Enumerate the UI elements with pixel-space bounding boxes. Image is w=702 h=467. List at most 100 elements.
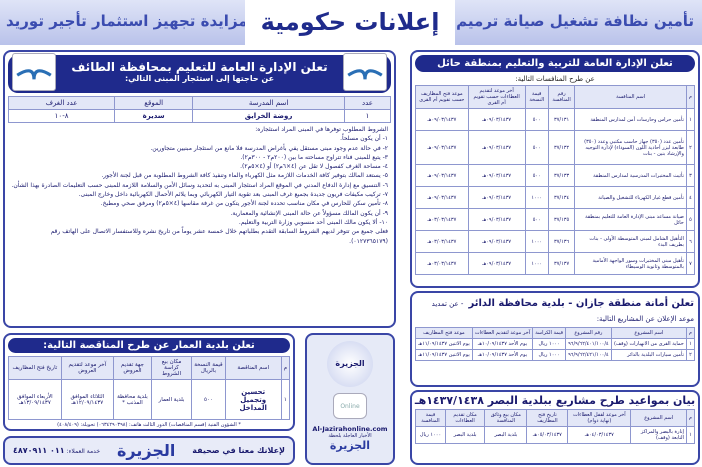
table-cell: ٠٥/٠٣/١٤٣٧هـ [526, 426, 569, 444]
table-header-cell: اسم المناقصة [224, 356, 282, 380]
table-row: ١ تحسين وتجميل المداخل ٥٠٠ بلدية العمار بلدي… [8, 379, 291, 420]
table-header-cell: م [685, 85, 696, 109]
table-cell: ١٠٠٠ [524, 230, 549, 253]
table-cell: يوم الاثنين ١١/٠٩/١٤٣٧هـ [415, 349, 473, 361]
table-cell: ٠٩/٠٣/١٤٣٧هـ [415, 164, 469, 187]
table-cell: ٠٩/٠٣/١٤٣٧هـ [467, 130, 526, 165]
jazan-title: تعلن أمانة منطقة جازان - بلدية محافظة ال… [468, 298, 694, 309]
table-cell: ٠٩/٠٣/١٤٣٧هـ [467, 186, 526, 209]
jazan-heading: تعلن أمانة منطقة جازان - بلدية محافظة ال… [412, 293, 698, 327]
table-cell: التأهيل الشامل لمبنى المتوسطة الأولى - ب… [574, 230, 687, 253]
online-badge: Online [333, 393, 367, 419]
table-header-cell: اسم المشروع [610, 327, 687, 339]
text-line: م اسم المنافسة رقم المنافسة قيمة النسخة آخر … [415, 85, 696, 109]
table-cell: يوم الأحد ١٠/٠٩/١٤٣٧هـ [471, 338, 534, 350]
text-line: م اسم المشروع آخر موعد لقفل العطاءات (نهاي… [415, 409, 696, 427]
online-ad[interactable]: الجزيرة Online Al-Jazirahonline.com الأخ… [305, 333, 395, 465]
table-cell: تأمين حراس وحارسات أمن لمدارس المنطقة [574, 108, 687, 131]
basr-table: م اسم المشروع آخر موعد لقفل العطاءات (نهاي… [415, 409, 696, 444]
table-cell: ٥٠٠ [524, 208, 549, 231]
table-header-cell: قيمة النسخة بالريال [191, 356, 226, 380]
table-cell: تأمين قطع غيار الكهرباء للتشغيل والصيانة [574, 186, 687, 209]
online-url[interactable]: Al-Jazirahonline.com [312, 425, 388, 433]
basr-title: بيان بمواعيد طرح مشاريع ببلدية البصر ١٤٣… [414, 394, 696, 407]
table-cell: يوم الأحد ١٠/٠٩/١٤٣٧هـ [471, 349, 534, 361]
header-left-text: نقل مزايدة تجهيز استثمار تأجير توريد [6, 12, 283, 30]
table-cell: ١ [343, 109, 392, 123]
table-cell: ١٠٠٠ [524, 186, 549, 209]
table-header-cell: مكان بيع وثائق المنافسة [484, 409, 528, 427]
text-line: م اسم المشروع رقم المشروع قيمة الكراسة آخر م… [415, 327, 696, 339]
table-cell: تأهيل مبنى المختبرات وسور الواجهة الأمام… [574, 252, 687, 275]
amar-title: تعلن بلدية العمار عن طرح المناقصة التالي… [8, 338, 290, 353]
jazirah-contact: خدمة العملاء: ٠١١ ٤٨٧٠٩١١ [13, 446, 101, 455]
table-cell: سديرة [114, 109, 194, 123]
jazan-table: م اسم المشروع رقم المشروع قيمة الكراسة آخر م… [415, 327, 696, 361]
header-title: إعلانات حكومية [260, 8, 440, 36]
table-header-cell: قيمة الكراسة [532, 327, 567, 339]
table-cell: ٠٣/٠٣/١٤٣٧هـ [415, 252, 469, 275]
table-cell: ٢ [685, 349, 696, 361]
table-cell: ١ [685, 426, 696, 444]
condition-line: ٩- أن يكون المالك مسؤولاً عن حالة المبنى… [230, 209, 389, 217]
table-cell: تأثيث المختبرات المدرسية لمدارس المنطقة [574, 164, 687, 187]
table-header-cell: تاريخ فتح المظاريف [8, 356, 62, 380]
table-cell: ٥٠٠ [524, 130, 549, 165]
table-header-cell: عدد [343, 96, 392, 110]
table-cell: بلدية البصر [444, 426, 486, 444]
table-cell: ٥٠٠ [191, 379, 226, 420]
table-cell: ٥٠٠ [524, 164, 549, 187]
table-row: ١ حماية القرى من الانهيارات (وقف) ٩٦/٩/٦٢/… [415, 338, 696, 350]
table-header-cell: آخر موعد لتقديم العطاءات [471, 327, 534, 339]
table-cell: ٣٧/١٣٥ [547, 208, 576, 231]
table-header-cell: تاريخ فتح المظاريف [526, 409, 569, 427]
hail-table: م اسم المنافسة رقم المنافسة قيمة النسخة آخر … [415, 85, 696, 275]
table-cell: إنارة بالبصر والمراكز التابعة (وقف) [630, 426, 687, 444]
table-cell: روضة الخرايق [192, 109, 345, 123]
table-cell: ٠٣/٠٣/١٤٣٧هـ [415, 230, 469, 253]
table-cell: بلدية البصر [484, 426, 528, 444]
table-header-cell: آخر موعد لتقديم العطاءات حسب تقويم أم ال… [467, 85, 526, 109]
header-logo: إعلانات حكومية [245, 0, 455, 45]
table-header-cell: م [685, 327, 696, 339]
table-row: ١ روضة الخرايق سديرة ٨-١٠ [7, 109, 392, 123]
text-line: عدد اسم المدرسة الموقع عدد الغرف [7, 96, 392, 110]
table-header-cell: الموقع [114, 96, 194, 110]
table-cell: ٠٩/٠٣/١٤٣٧هـ [467, 208, 526, 231]
jazan-ad: تعلن أمانة منطقة جازان - بلدية محافظة ال… [410, 291, 700, 387]
taif-conditions: الشروط المطلوب توفرها في المبنى المراد ا… [5, 123, 394, 248]
orange-icon: الجزيرة [327, 341, 373, 387]
education-logo-icon [343, 53, 387, 91]
table-cell: ٠٣/٠٣/١٤٣٧هـ [415, 208, 469, 231]
table-row: ٥ صيانة مساعد مبنى الإدارة العامة للتعليم… [415, 208, 696, 231]
condition-line: ٣- يتبع للمبنى فناء تتراوح مساحته ما بين… [240, 153, 388, 161]
table-cell: ٠٩/٠٣/١٤٣٧هـ [467, 164, 526, 187]
table-header-cell: اسم المشروع [630, 409, 687, 427]
taif-title-bar: تعلن الإدارة العامة للتعليم بمحافظة الطا… [8, 53, 391, 93]
hail-title: تعلن الإدارة العامة للتربية والتعليم بمن… [415, 55, 695, 72]
table-row: ٢ تأمين سيارات البلدية بالدائر ٩٦/٩/٦٢/٤٢١… [415, 349, 696, 361]
table-cell: ٠٩/٠٣/١٤٣٧هـ [467, 230, 526, 253]
table-cell: ٢ [685, 130, 696, 165]
table-cell: ٩٦/٩/٦٢/٤٢١/١٠٠/٤ [565, 349, 612, 361]
table-cell: ١ [280, 379, 291, 420]
hail-ad: تعلن الإدارة العامة للتربية والتعليم بمن… [410, 50, 700, 288]
table-cell: ٩٦/٩/٦٢/٤٠١/١٠٠/٤ [565, 338, 612, 350]
table-header-cell: م [685, 409, 696, 427]
table-cell: يوم الاثنين ١١/٠٩/١٤٣٧هـ [415, 338, 473, 350]
condition-line: ٧- تركيب مكيفات فريون جديدة بجميع غرف ال… [78, 191, 388, 199]
amar-note: * الشؤون الفنية (قسم المناقصات) الدور ال… [57, 422, 241, 428]
table-cell: ٣٧/١٣٦ [547, 230, 576, 253]
table-cell: حماية القرى من الانهيارات (وقف) [610, 338, 687, 350]
table-cell: صيانة مساعد مبنى الإدارة العامة للتعليم … [574, 208, 687, 231]
table-header-cell: اسم المنافسة [574, 85, 687, 109]
condition-line: ٥- يستعد المالك بتوفير كافة الخدمات اللا… [101, 172, 388, 180]
table-cell: ٣٧/١٣٤ [547, 186, 576, 209]
table-cell: الثلاثاء الموافق ١٢/٠٩/١٤٣٧هـ [60, 379, 114, 420]
table-cell: الأربعاء الموافق ١٣/٠٩/١٤٣٧هـ [8, 379, 62, 420]
online-logo: الجزيرة [329, 439, 371, 452]
table-header-cell: آخر موعد لقفل العطاءات (نهاية دوام) [567, 409, 632, 427]
jazan-subtitle: - عن تمديد موعد الإعلان عن المشاريع التا… [431, 300, 694, 323]
table-cell: ٠٩/٠٣/١٤٣٧هـ [415, 130, 469, 165]
table-cell: ٠٩/٠٣/١٤٣٧هـ [415, 108, 469, 131]
